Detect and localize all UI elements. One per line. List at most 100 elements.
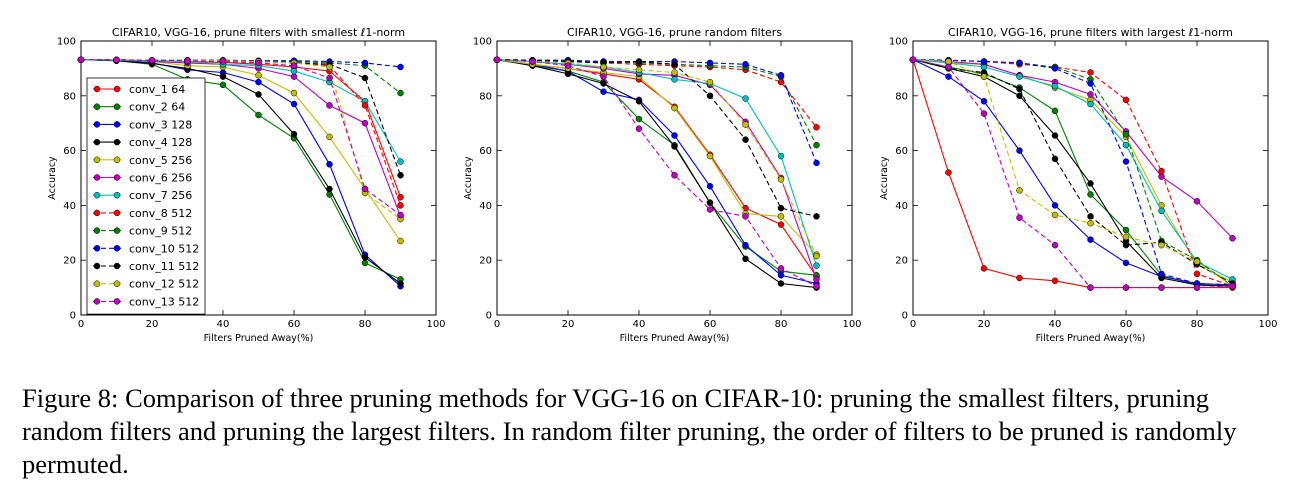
series-line	[912, 59, 1233, 287]
series-conv-13-512	[493, 56, 820, 290]
y-tick-label: 60	[479, 146, 492, 157]
data-point	[1087, 80, 1094, 87]
data-point	[326, 102, 333, 109]
data-point	[1016, 92, 1023, 100]
legend-marker	[113, 174, 121, 181]
plot-frame	[912, 40, 1269, 316]
data-point	[945, 73, 952, 80]
x-axis-label: Filters Pruned Away(%)	[620, 333, 730, 344]
chart-panel-3: 0 20 40 60 80 100 0 20 40 60 80 100 CIFAR10, VGG-16,…	[879, 26, 1278, 344]
data-point	[777, 204, 785, 212]
data-point	[980, 58, 988, 65]
data-point	[397, 237, 404, 245]
data-point	[1122, 284, 1130, 291]
x-tick-label: 40	[633, 319, 646, 330]
legend-entry: conv_8 512	[129, 207, 192, 220]
x-tick-label: 80	[775, 319, 788, 330]
legend-entry: conv_13 512	[129, 295, 199, 308]
data-point	[326, 161, 333, 168]
data-point	[635, 115, 643, 123]
series-line	[496, 59, 817, 128]
data-point	[1051, 82, 1059, 90]
legend-marker	[113, 227, 121, 234]
plot-frame	[496, 40, 853, 316]
chart-panel-1: 0 20 40 60 80 100 0 20 40 60 80 100 CIFAR10, VGG-16,…	[47, 26, 446, 344]
series-line	[80, 59, 402, 176]
series-conv-4-128	[493, 56, 820, 291]
x-tick-label: 20	[562, 319, 575, 330]
data-point	[742, 136, 749, 143]
data-point	[326, 185, 333, 193]
x-tick-label: 100	[426, 319, 445, 330]
x-tick-label: 40	[1049, 319, 1062, 330]
data-point	[1122, 141, 1130, 149]
legend-entry: conv_10 512	[129, 242, 199, 255]
chart-panel-2: 0 20 40 60 80 100 0 20 40 60 80 100 CIFAR10, VGG-16,…	[463, 26, 862, 344]
data-point	[361, 119, 369, 127]
x-axis-label: Filters Pruned Away(%)	[204, 333, 314, 344]
data-point	[600, 73, 607, 80]
data-point	[945, 58, 952, 65]
data-point	[1051, 65, 1059, 72]
data-point	[600, 88, 607, 95]
data-point	[777, 265, 785, 272]
legend-marker	[113, 245, 121, 252]
data-point	[706, 152, 714, 160]
data-point	[945, 169, 952, 176]
data-point	[255, 91, 262, 98]
data-point	[1051, 277, 1059, 284]
y-tick-label: 100	[473, 37, 492, 48]
data-point	[777, 176, 785, 183]
series-line	[912, 59, 1233, 280]
data-point	[1016, 59, 1023, 67]
data-point	[1016, 187, 1023, 194]
data-point	[1122, 130, 1130, 138]
legend-marker	[113, 85, 121, 93]
data-point	[635, 125, 643, 132]
data-point	[1087, 219, 1094, 227]
legend-marker	[113, 280, 121, 287]
data-point	[1051, 107, 1059, 115]
y-tick-label: 20	[479, 256, 492, 267]
data-point	[290, 73, 298, 80]
caption-text: Comparison of three pruning methods for …	[22, 383, 1237, 479]
legend: conv_1 64 conv_2 64 conv_3 128 conv_4 128 co…	[86, 77, 206, 315]
series-line	[912, 59, 1233, 283]
series-line	[496, 59, 817, 256]
data-point	[1122, 96, 1130, 104]
legend-marker	[113, 191, 121, 199]
series-conv-7-256	[909, 56, 1236, 283]
data-point	[361, 259, 369, 267]
x-tick-label: 80	[359, 319, 372, 330]
data-point	[1016, 73, 1023, 80]
y-tick-label: 80	[895, 91, 908, 102]
legend-entry: conv_9 512	[129, 225, 192, 238]
data-point	[397, 63, 404, 71]
series-line	[496, 59, 817, 146]
data-point	[255, 111, 262, 119]
data-point	[1158, 167, 1165, 175]
data-point	[742, 213, 749, 220]
series-conv-1-64	[493, 56, 820, 280]
data-point	[397, 193, 404, 201]
series-line	[80, 59, 401, 220]
data-point	[255, 72, 262, 79]
data-point	[813, 124, 820, 131]
y-tick-label: 40	[479, 201, 492, 212]
x-tick-label: 60	[1120, 319, 1133, 330]
series-conv-3-128	[493, 56, 820, 287]
figure-panels: 0 20 40 60 80 100 0 20 40 60 80 100 CIFAR10, VGG-16,…	[47, 26, 1278, 344]
data-point	[361, 74, 369, 82]
data-point	[706, 78, 714, 86]
data-point	[1193, 270, 1201, 278]
data-point	[1158, 284, 1165, 291]
y-tick-label: 20	[63, 256, 76, 267]
legend-entry: conv_6 256	[129, 172, 192, 185]
caption-label: Figure 8:	[22, 383, 119, 413]
data-point	[1051, 211, 1059, 219]
data-point	[980, 63, 988, 71]
series-line	[80, 59, 401, 94]
series-line	[912, 59, 1233, 287]
series-conv-11-512	[909, 56, 1236, 287]
data-point	[397, 280, 404, 287]
